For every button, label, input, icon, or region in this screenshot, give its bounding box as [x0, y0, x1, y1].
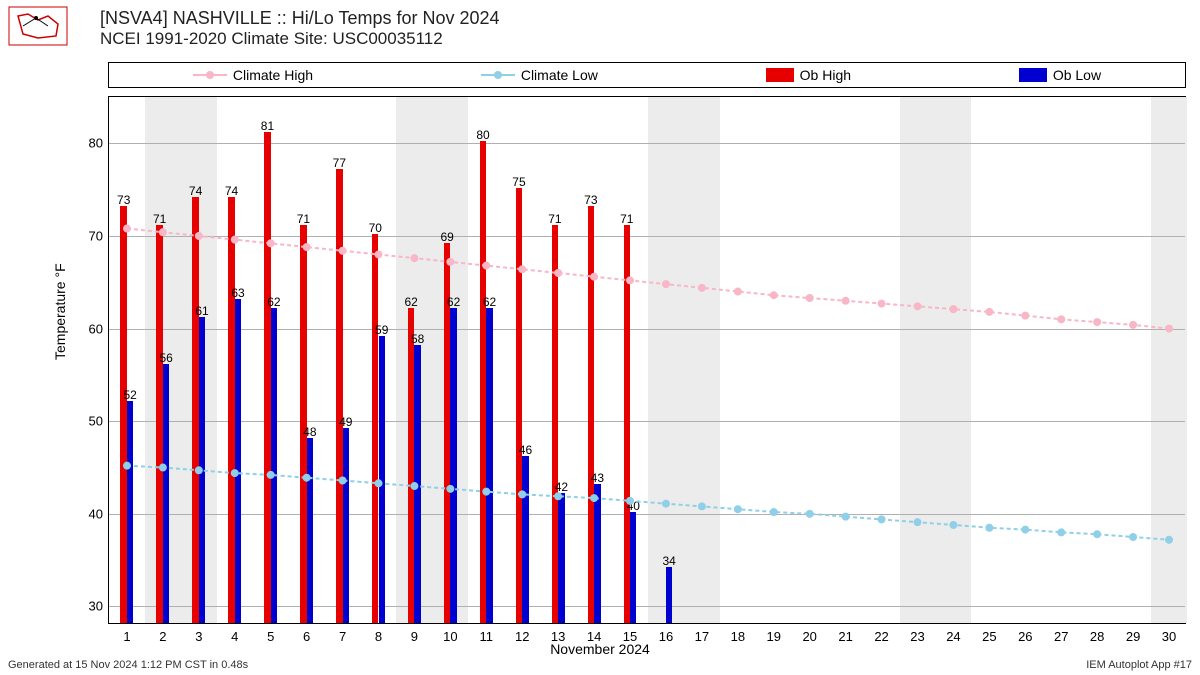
bar-value-label: 43: [591, 471, 604, 485]
legend-climate-low: Climate Low: [481, 67, 598, 83]
ob-low-bar: [522, 456, 528, 623]
bar-value-label: 74: [189, 184, 202, 198]
ob-low-bar: [414, 345, 420, 623]
chart-titles: [NSVA4] NASHVILLE :: Hi/Lo Temps for Nov…: [100, 8, 500, 49]
bar-value-label: 62: [405, 295, 418, 309]
ob-low-bar: [235, 299, 241, 623]
bar-value-label: 81: [261, 119, 274, 133]
bar-value-label: 34: [663, 554, 676, 568]
bar-value-label: 80: [476, 128, 489, 142]
bar-value-label: 56: [159, 351, 172, 365]
bar-value-label: 52: [124, 388, 137, 402]
y-tick: 60: [89, 321, 109, 336]
legend-climate-high-label: Climate High: [233, 67, 313, 83]
x-axis-label: November 2024: [0, 641, 1200, 657]
chart-area: 3040506070801234567891011121314151617181…: [108, 96, 1186, 624]
weekend-shade: [900, 97, 936, 623]
bar-value-label: 40: [627, 499, 640, 513]
ob-low-bar: [630, 512, 636, 623]
bar-value-label: 62: [267, 295, 280, 309]
legend-ob-high-label: Ob High: [800, 67, 851, 83]
bar-value-label: 77: [333, 156, 346, 170]
weekend-shade: [684, 97, 720, 623]
ob-low-bar: [486, 308, 492, 623]
bar-value-label: 48: [303, 425, 316, 439]
bar-value-label: 75: [512, 175, 525, 189]
bar-value-label: 71: [153, 212, 166, 226]
ob-low-bar: [307, 438, 313, 623]
weekend-shade: [648, 97, 684, 623]
bar-value-label: 71: [620, 212, 633, 226]
plot-region: 3040506070801234567891011121314151617181…: [108, 96, 1186, 624]
bar-value-label: 59: [375, 323, 388, 337]
legend-ob-high: Ob High: [766, 67, 851, 83]
bar-value-label: 71: [548, 212, 561, 226]
weekend-shade: [935, 97, 971, 623]
iem-logo: [8, 6, 68, 46]
ob-low-bar: [163, 364, 169, 623]
y-tick: 70: [89, 228, 109, 243]
bar-value-label: 69: [440, 230, 453, 244]
legend: Climate High Climate Low Ob High Ob Low: [108, 62, 1186, 88]
ob-low-bar: [343, 428, 349, 623]
ob-low-bar: [450, 308, 456, 623]
ob-low-bar: [666, 567, 672, 623]
chart-title-2: NCEI 1991-2020 Climate Site: USC00035112: [100, 29, 500, 49]
footer-appid: IEM Autoplot App #17: [1086, 659, 1192, 671]
bar-value-label: 73: [117, 193, 130, 207]
bar-value-label: 49: [339, 415, 352, 429]
bar-value-label: 71: [297, 212, 310, 226]
bar-value-label: 58: [411, 332, 424, 346]
bar-value-label: 46: [519, 443, 532, 457]
ob-low-bar: [127, 401, 133, 623]
chart-title-1: [NSVA4] NASHVILLE :: Hi/Lo Temps for Nov…: [100, 8, 500, 29]
y-tick: 50: [89, 414, 109, 429]
bar-value-label: 63: [231, 286, 244, 300]
y-tick: 30: [89, 599, 109, 614]
ob-low-bar: [558, 493, 564, 623]
bar-value-label: 73: [584, 193, 597, 207]
bar-value-label: 42: [555, 480, 568, 494]
legend-climate-high: Climate High: [193, 67, 313, 83]
weekend-shade: [1151, 97, 1187, 623]
y-tick: 40: [89, 506, 109, 521]
y-axis-label: Temperature °F: [52, 263, 68, 360]
bar-value-label: 70: [369, 221, 382, 235]
bar-value-label: 62: [483, 295, 496, 309]
ob-low-bar: [379, 336, 385, 623]
ob-low-bar: [594, 484, 600, 623]
y-tick: 80: [89, 136, 109, 151]
bar-value-label: 74: [225, 184, 238, 198]
ob-low-bar: [199, 317, 205, 623]
ob-low-bar: [271, 308, 277, 623]
bar-value-label: 61: [195, 304, 208, 318]
legend-ob-low-label: Ob Low: [1053, 67, 1101, 83]
bar-value-label: 62: [447, 295, 460, 309]
legend-climate-low-label: Climate Low: [521, 67, 598, 83]
footer-generated: Generated at 15 Nov 2024 1:12 PM CST in …: [8, 659, 248, 671]
legend-ob-low: Ob Low: [1019, 67, 1101, 83]
